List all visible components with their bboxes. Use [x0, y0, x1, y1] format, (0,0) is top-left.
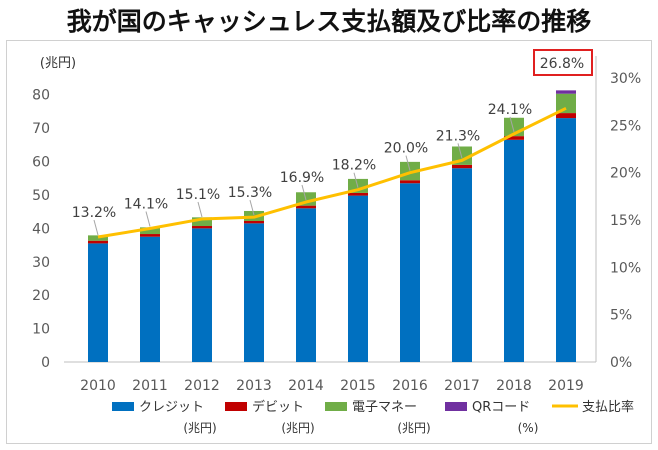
y-right-tick-label: 25%: [610, 118, 641, 134]
bar-segment-credit: [140, 236, 160, 362]
ratio-data-label: 14.1%: [124, 197, 168, 213]
bar-segment-credit: [400, 183, 420, 362]
bar-segment-credit: [556, 118, 576, 362]
x-tick-label: 2010: [80, 378, 116, 394]
bar-segment-debit: [452, 164, 472, 169]
ratio-data-label: 15.3%: [228, 185, 272, 201]
bar-segment-credit: [88, 243, 108, 362]
ratio-leader-line: [353, 172, 359, 188]
bar-segment-debit: [192, 226, 212, 229]
chart-title: 我が国のキャッシュレス支払額及び比率の推移: [66, 7, 592, 36]
bar-segment-credit: [296, 208, 316, 362]
ratio-data-label: 13.2%: [72, 205, 116, 221]
legend-debit-unit: (兆円): [281, 421, 314, 435]
y-right-tick-label: 5%: [610, 308, 632, 324]
legend-emoney-swatch: [325, 402, 347, 411]
y-left-tick-label: 0: [41, 355, 50, 371]
ratio-leader-line: [145, 211, 151, 227]
ratio-line: [97, 106, 567, 239]
bar-segment-qr: [556, 90, 576, 94]
bar-segment-debit: [348, 192, 368, 196]
ratio-leader-line: [93, 219, 99, 236]
ratio-leader-line: [249, 200, 255, 216]
y-left-tick-label: 50: [32, 188, 50, 204]
legend-qr-label: QRコード: [472, 400, 530, 415]
y-left-tick-label: 70: [32, 121, 50, 137]
bar-segment-debit: [88, 240, 108, 244]
ratio-leader-line: [301, 184, 307, 201]
y-right-tick-label: 15%: [610, 213, 641, 229]
bar-segment-credit: [452, 168, 472, 362]
ratio-data-label: 21.3%: [436, 128, 480, 144]
x-tick-label: 2012: [184, 378, 220, 394]
bar-segment-credit: [504, 139, 524, 362]
legend-debit-label: デビット: [252, 399, 304, 415]
legend-qr-unit: (%): [518, 421, 539, 435]
x-tick-label: 2016: [392, 378, 428, 394]
bar-segment-debit: [504, 136, 524, 140]
bar-segment-emoney: [556, 93, 576, 114]
x-tick-label: 2014: [288, 378, 324, 394]
bar-segment-debit: [556, 113, 576, 119]
y-left-unit-label: (兆円): [40, 56, 76, 71]
bar-segment-emoney: [192, 217, 212, 227]
ratio-data-label: 26.8%: [540, 56, 584, 72]
legend-debit-swatch: [225, 402, 247, 411]
x-tick-label: 2013: [236, 378, 272, 394]
bar-segment-debit: [140, 234, 160, 237]
y-left-tick-label: 60: [32, 155, 50, 171]
ratio-data-label: 15.1%: [176, 187, 220, 203]
bar-segment-emoney: [88, 235, 108, 241]
y-left-tick-label: 20: [32, 288, 50, 304]
ratio-leader-line: [509, 116, 515, 132]
y-left-tick-label: 10: [32, 322, 50, 338]
bar-segment-credit: [192, 228, 212, 362]
bar-segment-credit: [348, 195, 368, 362]
x-tick-label: 2017: [444, 378, 480, 394]
ratio-data-label: 20.0%: [384, 141, 428, 157]
legend-credit-label: クレジット: [139, 400, 204, 415]
ratio-data-label: 16.9%: [280, 170, 324, 186]
ratio-leader-line: [197, 201, 203, 218]
x-tick-label: 2019: [548, 378, 584, 394]
ratio-leader-line: [405, 155, 411, 171]
bar-segment-emoney: [140, 227, 160, 235]
y-right-tick-label: 10%: [610, 260, 641, 276]
highlight-box: [533, 49, 593, 76]
x-tick-label: 2011: [132, 378, 168, 394]
legend-credit-swatch: [112, 402, 134, 411]
legend-emoney-unit: (兆円): [397, 421, 430, 435]
ratio-data-label: 18.2%: [332, 158, 376, 174]
bar-segment-debit: [296, 205, 316, 209]
y-right-tick-label: 0%: [610, 355, 632, 371]
ratio-data-label: 24.1%: [488, 102, 532, 118]
x-tick-label: 2018: [496, 378, 532, 394]
ratio-leader-line: [457, 143, 463, 159]
y-right-tick-label: 20%: [610, 166, 641, 182]
legend-ratio-label: 支払比率: [582, 399, 634, 415]
y-left-tick-label: 30: [32, 255, 50, 271]
chart-frame: [6, 40, 652, 444]
x-tick-label: 2015: [340, 378, 376, 394]
bar-segment-debit: [400, 180, 420, 184]
y-right-tick-label: 30%: [610, 71, 641, 87]
legend-credit-unit: (兆円): [183, 421, 216, 435]
bar-segment-debit: [244, 221, 264, 224]
y-left-tick-label: 80: [32, 88, 50, 104]
bar-segment-credit: [244, 223, 264, 362]
legend-emoney-label: 電子マネー: [352, 400, 417, 415]
legend-qr-swatch: [445, 402, 467, 411]
y-left-tick-label: 40: [32, 221, 50, 237]
